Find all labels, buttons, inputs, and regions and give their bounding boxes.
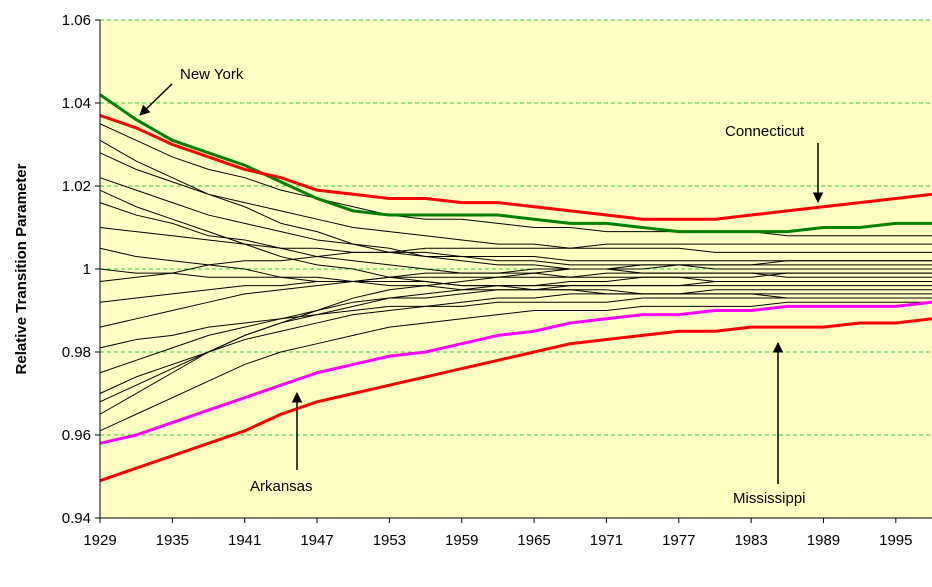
x-tick-label: 1995 — [879, 532, 912, 549]
state-line — [99, 264, 932, 328]
annotation-label: Arkansas — [250, 478, 313, 495]
highlight-line — [99, 114, 932, 221]
x-tick-label: 1971 — [590, 532, 623, 549]
highlight-line — [99, 300, 932, 445]
annotation-label: New York — [180, 66, 244, 83]
y-tick-label: 0.94 — [62, 510, 91, 527]
y-tick-label: 1.06 — [62, 12, 91, 29]
state-line — [99, 272, 932, 403]
y-tick-label: 0.98 — [62, 344, 91, 361]
state-line — [99, 152, 932, 253]
state-line — [99, 139, 932, 278]
x-tick-label: 1941 — [228, 532, 261, 549]
x-tick-label: 1965 — [517, 532, 550, 549]
state-line — [99, 243, 932, 282]
state-line — [99, 280, 932, 374]
x-tick-label: 1983 — [734, 532, 767, 549]
x-tick-label: 1947 — [300, 532, 333, 549]
annotation-arrow — [139, 83, 173, 116]
state-line — [99, 189, 932, 299]
y-tick-label: 1 — [83, 261, 91, 278]
highlight-line — [99, 317, 932, 483]
y-tick-label: 1.02 — [62, 178, 91, 195]
state-line — [99, 177, 932, 270]
y-tick-label: 1.04 — [62, 95, 91, 112]
x-tick-label: 1935 — [156, 532, 189, 549]
state-line — [99, 123, 932, 237]
annotation-label: Connecticut — [725, 123, 805, 140]
highlight-line — [99, 93, 932, 234]
x-tick-label: 1953 — [373, 532, 406, 549]
x-tick-label: 1989 — [807, 532, 840, 549]
y-axis-title: Relative Transition Parameter — [13, 163, 30, 374]
annotation-label: Mississippi — [733, 490, 806, 507]
state-line — [99, 289, 932, 394]
x-tick-label: 1929 — [83, 532, 116, 549]
x-tick-label: 1959 — [445, 532, 478, 549]
x-tick-label: 1977 — [662, 532, 695, 549]
state-line — [99, 301, 932, 432]
y-tick-label: 0.96 — [62, 427, 91, 444]
